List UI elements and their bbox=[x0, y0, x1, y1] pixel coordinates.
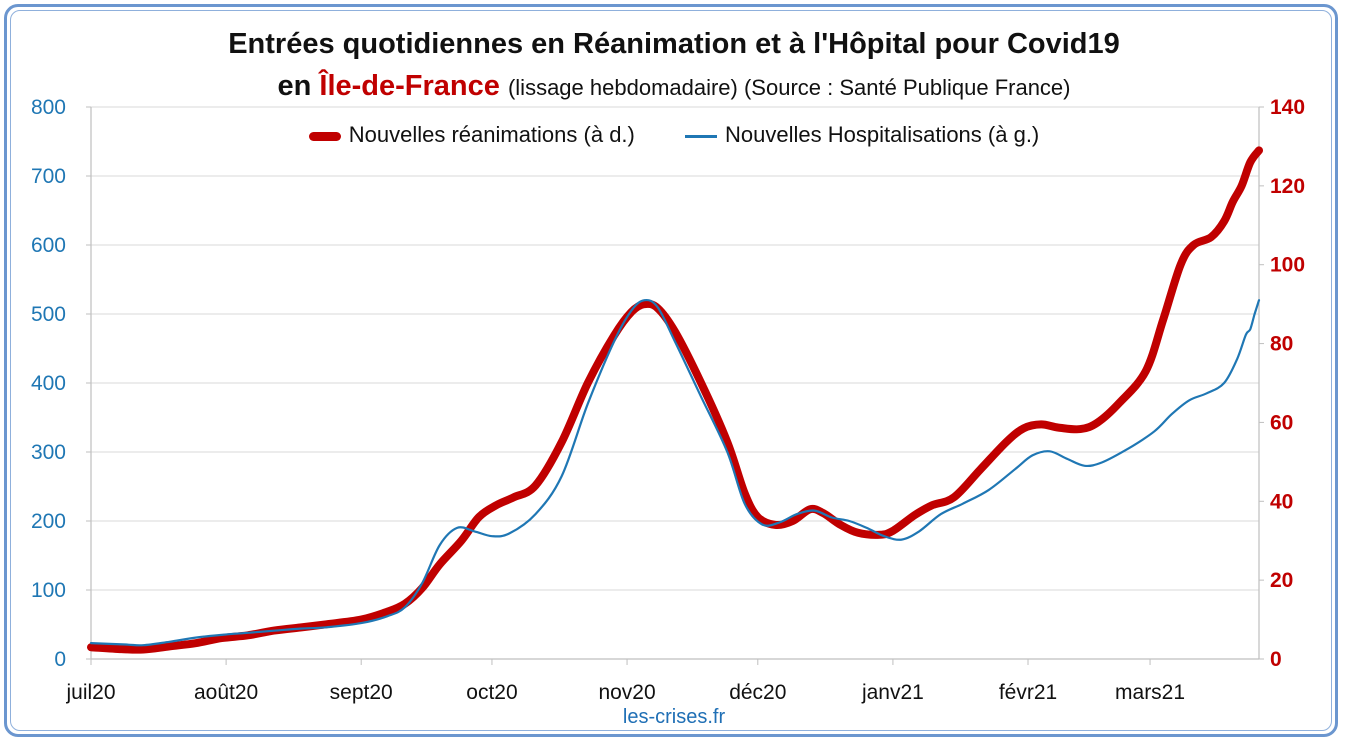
y-right-tick-label-100: 100 bbox=[1270, 254, 1305, 277]
x-tick-label-3: oct20 bbox=[466, 681, 517, 704]
y-right-tick-label-140: 140 bbox=[1270, 96, 1305, 119]
x-tick-label-8: mars21 bbox=[1115, 681, 1185, 704]
y-right-tick-label-0: 0 bbox=[1270, 648, 1282, 671]
x-tick-label-5: déc20 bbox=[729, 681, 786, 704]
legend-label-hospitalisations: Nouvelles Hospitalisations (à g.) bbox=[725, 122, 1040, 147]
x-tick-label-1: août20 bbox=[194, 681, 258, 704]
x-tick-label-4: nov20 bbox=[598, 681, 655, 704]
y-right-tick-label-120: 120 bbox=[1270, 175, 1305, 198]
gridlines bbox=[91, 106, 1259, 591]
legend-item-reanimations: Nouvelles réanimations (à d.) bbox=[308, 122, 635, 148]
source-label: les-crises.fr bbox=[622, 706, 726, 728]
y-left-tick-label-800: 800 bbox=[31, 96, 66, 119]
legend-swatch-reanimations bbox=[308, 131, 341, 141]
y-left-tick-label-200: 200 bbox=[31, 510, 66, 533]
y-left-tick-label-500: 500 bbox=[31, 303, 66, 326]
tick-labels: 0 100 200 300 400 500 600 700 800 0 20 40 60 80 100 120… bbox=[31, 96, 1305, 704]
series-line-reanimations bbox=[87, 146, 1263, 654]
y-right-tick-label-20: 20 bbox=[1270, 569, 1293, 592]
axes bbox=[86, 106, 1264, 665]
outer-frame bbox=[4, 4, 1338, 737]
chart-subtitle: en Île-de-France (lissage hebdomadaire) … bbox=[0, 70, 1348, 103]
x-tick-label-6: janv21 bbox=[861, 681, 924, 704]
chart-title: Entrées quotidiennes en Réanimation et à… bbox=[228, 28, 1120, 60]
x-tick-label-7: févr21 bbox=[999, 681, 1057, 704]
y-left-tick-label-300: 300 bbox=[31, 441, 66, 464]
subtitle-region: Île-de-France bbox=[319, 70, 500, 102]
subtitle-suffix: (lissage hebdomadaire) (Source : Santé P… bbox=[507, 75, 1071, 100]
inner-frame bbox=[10, 10, 1332, 731]
y-right-tick-label-80: 80 bbox=[1270, 333, 1293, 356]
subtitle-prefix: en bbox=[277, 70, 312, 102]
x-tick-label-2: sept20 bbox=[330, 681, 393, 704]
legend: Nouvelles réanimations (à d.) Nouvelles … bbox=[0, 122, 1348, 148]
x-tick-label-0: juil20 bbox=[65, 681, 115, 704]
legend-item-hospitalisations: Nouvelles Hospitalisations (à g.) bbox=[685, 122, 1039, 148]
y-left-tick-label-100: 100 bbox=[31, 579, 66, 602]
y-left-tick-label-400: 400 bbox=[31, 372, 66, 395]
y-right-tick-label-60: 60 bbox=[1270, 411, 1293, 434]
y-left-tick-label-0: 0 bbox=[54, 648, 66, 671]
series-lines bbox=[87, 146, 1263, 654]
legend-label-reanimations: Nouvelles réanimations (à d.) bbox=[348, 122, 635, 147]
y-left-tick-label-600: 600 bbox=[31, 234, 66, 257]
series-line-hospitalisations bbox=[89, 298, 1261, 647]
y-right-tick-label-40: 40 bbox=[1270, 490, 1293, 513]
legend-swatch-hospitalisations bbox=[685, 134, 717, 138]
y-left-tick-label-700: 700 bbox=[31, 165, 66, 188]
